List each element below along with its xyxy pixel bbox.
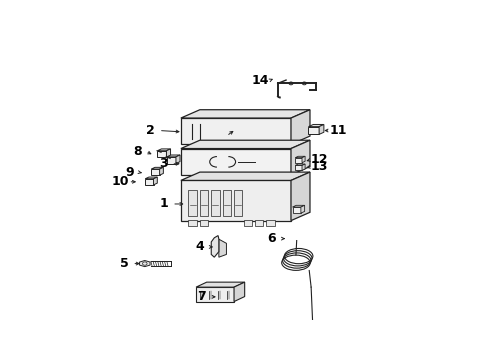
Polygon shape: [167, 157, 176, 163]
Text: 6: 6: [268, 232, 276, 245]
Polygon shape: [196, 282, 245, 287]
Bar: [211, 190, 220, 216]
Text: 4: 4: [196, 240, 204, 253]
Polygon shape: [151, 169, 160, 175]
Polygon shape: [211, 235, 219, 257]
Polygon shape: [295, 164, 305, 166]
Text: 12: 12: [311, 153, 328, 166]
Polygon shape: [181, 172, 310, 180]
Bar: [244, 220, 252, 226]
Text: 3: 3: [159, 157, 168, 170]
Polygon shape: [151, 167, 163, 169]
Polygon shape: [160, 167, 163, 175]
Polygon shape: [157, 151, 167, 157]
Text: 10: 10: [111, 175, 129, 188]
Polygon shape: [291, 140, 310, 175]
Polygon shape: [176, 155, 180, 163]
Bar: [234, 190, 243, 216]
Polygon shape: [291, 110, 310, 144]
Text: 7: 7: [197, 290, 206, 303]
Polygon shape: [153, 177, 157, 185]
Polygon shape: [167, 149, 171, 157]
Polygon shape: [293, 207, 301, 213]
Text: 2: 2: [146, 124, 155, 137]
Polygon shape: [295, 158, 302, 163]
Polygon shape: [302, 164, 305, 170]
Bar: [222, 190, 231, 216]
Bar: [255, 220, 263, 226]
Polygon shape: [309, 125, 324, 127]
Text: 9: 9: [125, 166, 134, 179]
Polygon shape: [319, 125, 324, 134]
Polygon shape: [181, 140, 310, 149]
Polygon shape: [234, 282, 245, 302]
Polygon shape: [309, 127, 319, 134]
Polygon shape: [157, 149, 171, 151]
Bar: [189, 220, 197, 226]
Polygon shape: [181, 118, 291, 144]
Text: 11: 11: [330, 124, 347, 137]
Text: 5: 5: [120, 257, 128, 270]
Text: 1: 1: [159, 198, 168, 211]
Polygon shape: [167, 155, 180, 157]
Polygon shape: [196, 287, 234, 302]
Polygon shape: [145, 179, 153, 185]
Polygon shape: [293, 205, 305, 207]
Polygon shape: [145, 177, 157, 179]
Bar: [200, 190, 208, 216]
Polygon shape: [301, 205, 305, 213]
Polygon shape: [295, 156, 305, 158]
Polygon shape: [219, 239, 226, 257]
Polygon shape: [181, 110, 310, 118]
Polygon shape: [140, 261, 150, 267]
Polygon shape: [295, 166, 302, 170]
Polygon shape: [181, 149, 291, 175]
Bar: [267, 220, 275, 226]
Text: 14: 14: [252, 74, 270, 87]
Bar: [189, 190, 197, 216]
Polygon shape: [181, 180, 291, 221]
Polygon shape: [302, 156, 305, 163]
Text: 13: 13: [311, 160, 328, 173]
Bar: [200, 220, 208, 226]
Polygon shape: [291, 172, 310, 221]
Text: 8: 8: [133, 145, 142, 158]
